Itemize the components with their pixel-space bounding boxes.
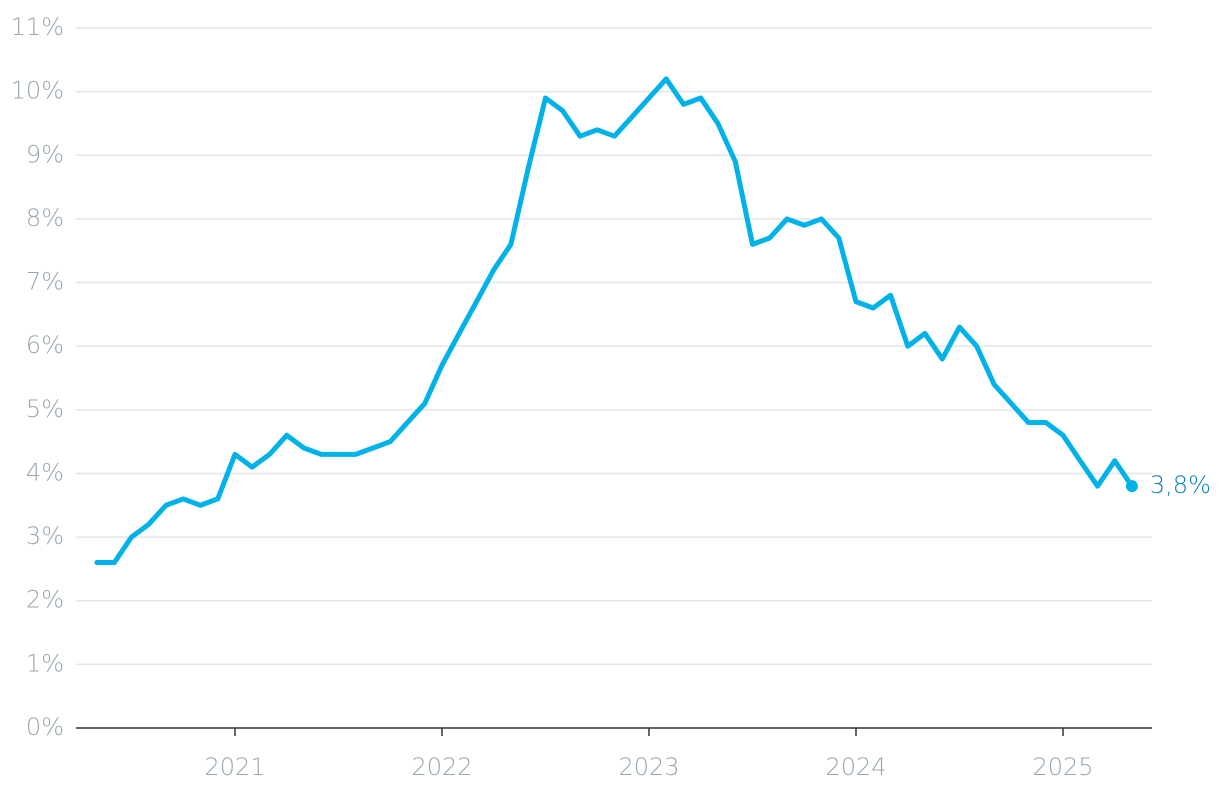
x-tick-label: 2024 [825,753,886,781]
y-tick-label: 10% [11,77,64,105]
y-tick-label: 11% [11,13,64,41]
x-tick-label: 2023 [618,753,679,781]
y-tick-label: 5% [26,395,64,423]
value-label: 3,8% [1150,471,1211,499]
x-tick-label: 2022 [411,753,472,781]
y-tick-label: 3% [26,522,64,550]
y-tick-label: 4% [26,458,64,486]
y-tick-label: 0% [26,713,64,741]
y-tick-label: 1% [26,649,64,677]
y-tick-label: 7% [26,268,64,296]
x-tick-label: 2025 [1032,753,1093,781]
y-tick-label: 8% [26,204,64,232]
x-tick-label: 2021 [204,753,265,781]
end-point [1125,480,1138,493]
y-tick-label: 2% [26,586,64,614]
y-tick-label: 9% [26,140,64,168]
data-line [94,76,1135,566]
y-tick-label: 6% [26,331,64,359]
